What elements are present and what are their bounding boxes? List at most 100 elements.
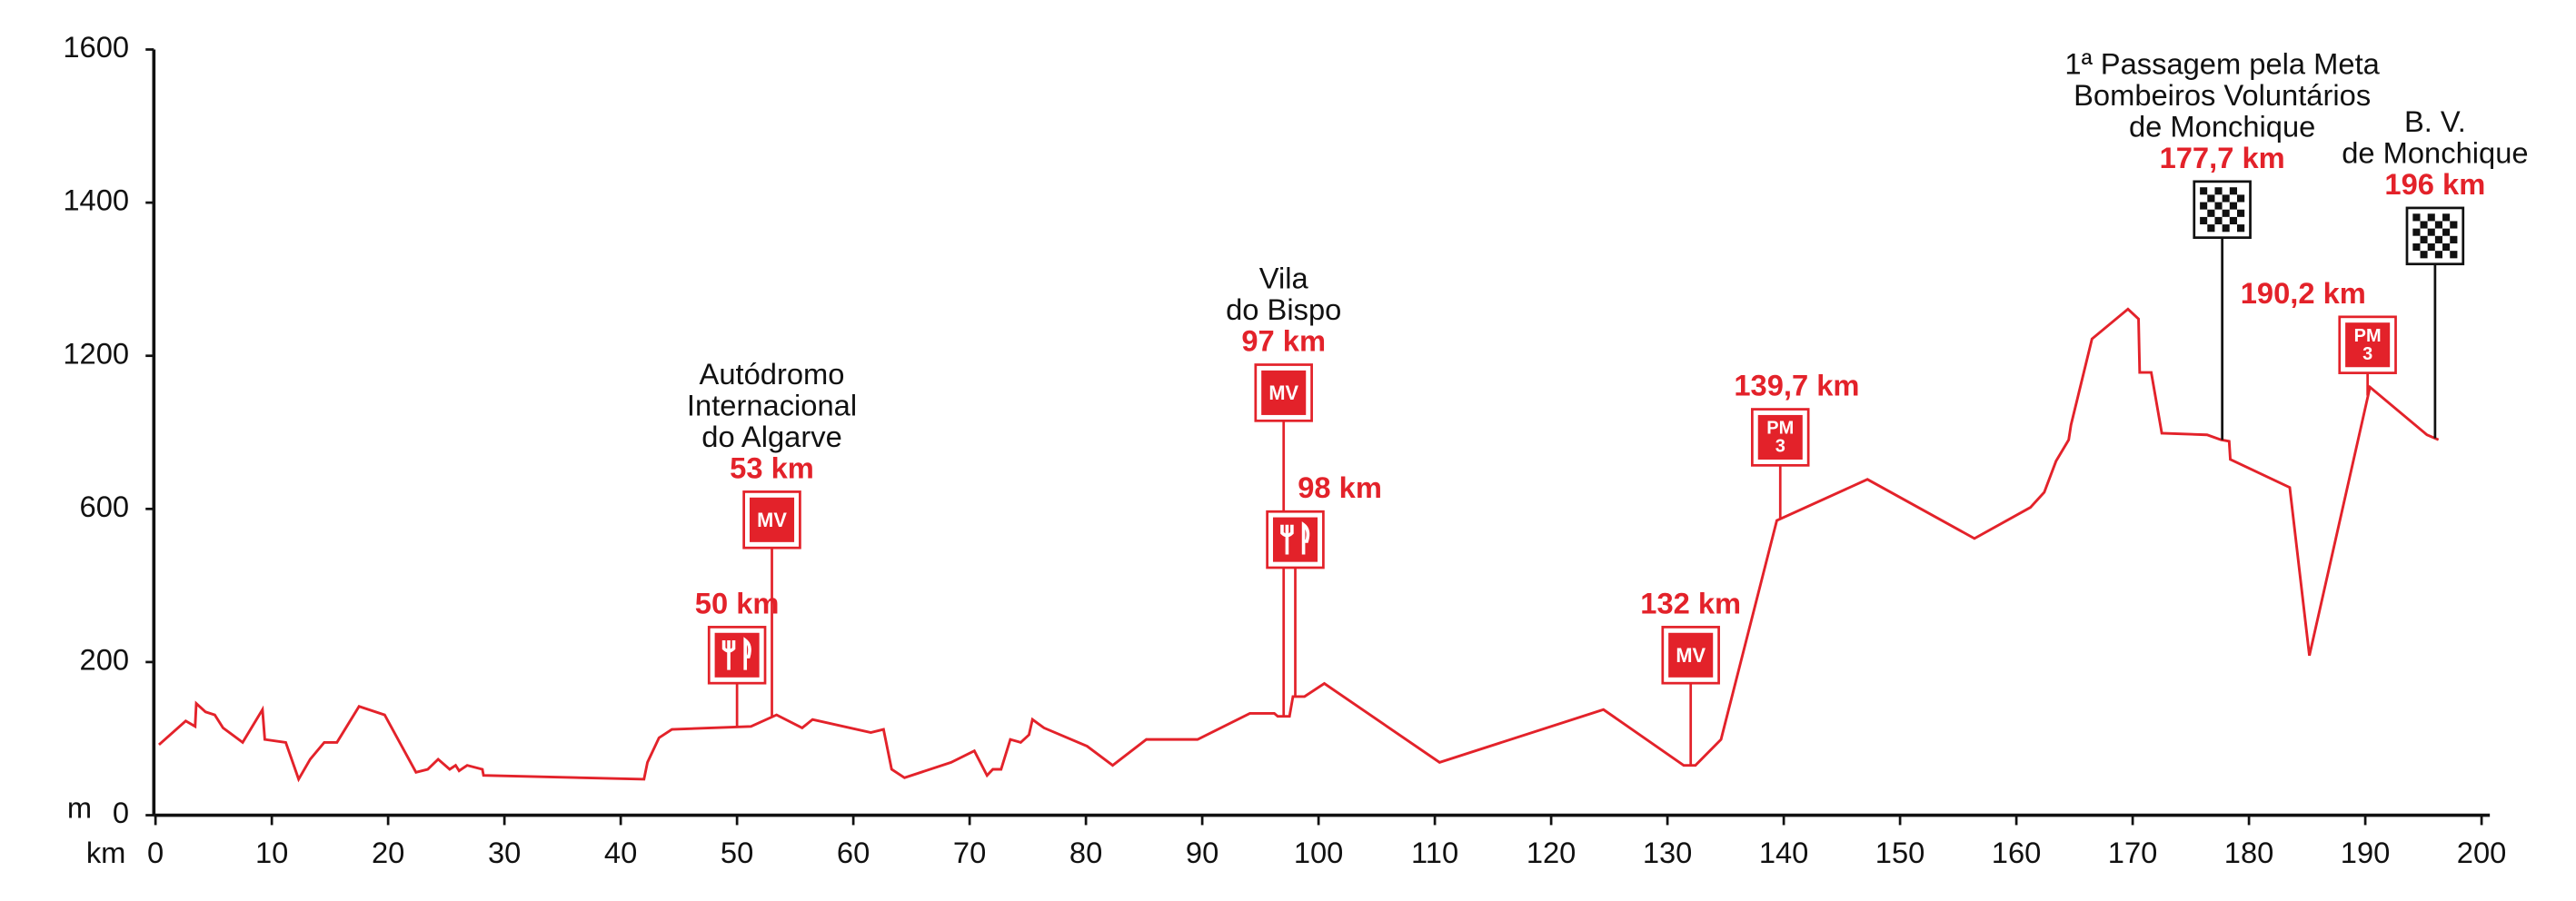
x-tick-label: 90	[1186, 836, 1218, 869]
flag-cell	[2450, 243, 2458, 252]
flag-cell	[2427, 251, 2435, 259]
x-tick-label: 50	[721, 836, 753, 869]
flag-cell	[2214, 224, 2223, 233]
x-tick-label: 80	[1069, 836, 1102, 869]
place-name: Autódromo	[700, 357, 845, 391]
flag-cell	[2237, 202, 2245, 210]
flag-cell	[2442, 251, 2451, 259]
x-tick-label: 110	[1411, 836, 1458, 869]
marker: 50 km	[695, 586, 780, 728]
knife-icon	[743, 637, 751, 670]
marker-label: 98 km	[1298, 470, 1382, 504]
flag-cell	[2427, 235, 2435, 243]
flag-cell	[2412, 221, 2421, 229]
x-axis-label: km	[86, 836, 126, 869]
marker-fill	[1272, 517, 1318, 562]
marker-label: 177,7 km	[2160, 141, 2285, 174]
flag-cell	[2442, 235, 2451, 243]
flag-cell	[2450, 251, 2458, 259]
x-tick-label: 190	[2341, 836, 2391, 869]
flag-cell	[2450, 235, 2458, 243]
place-name: B. V.	[2404, 104, 2466, 138]
flag-cell	[2229, 209, 2238, 217]
flag-cell	[2237, 224, 2245, 233]
x-tick-label: 200	[2457, 836, 2507, 869]
marker-label: 196 km	[2384, 167, 2485, 201]
y-tick-label: 200	[80, 643, 130, 677]
flag-cell	[2214, 187, 2223, 195]
flag-cell	[2207, 202, 2215, 210]
flag-cell	[2237, 194, 2245, 203]
y-tick-label: 600	[80, 490, 130, 523]
flag-cell	[2450, 228, 2458, 236]
flag-cell	[2207, 194, 2215, 203]
flag-cell	[2214, 216, 2223, 225]
flag-cell	[2207, 209, 2215, 217]
flag-cell	[2442, 213, 2451, 222]
badge-text: PM	[2354, 326, 2382, 346]
flag-cell	[2229, 194, 2238, 203]
flag-cell	[2434, 235, 2443, 243]
y-tick-label: 1200	[63, 336, 129, 370]
badge-text: 3	[2362, 344, 2372, 364]
flag-cell	[2222, 194, 2230, 203]
place-name: Bombeiros Voluntários	[2074, 78, 2371, 112]
flag-cell	[2229, 216, 2238, 225]
marker: PM3 190,2 km	[2241, 276, 2397, 396]
flag-cell	[2200, 209, 2208, 217]
flag-cell	[2229, 187, 2238, 195]
flag-cell	[2427, 243, 2435, 252]
marker-fill	[2345, 322, 2391, 368]
marker-label: 97 km	[1241, 324, 1326, 358]
fork-icon	[721, 639, 736, 670]
flag-cell	[2412, 235, 2421, 243]
badge-text: 3	[1775, 437, 1785, 457]
badge-text: PM	[1766, 419, 1794, 439]
x-tick-label: 170	[2108, 836, 2158, 869]
flag-cell	[2200, 194, 2208, 203]
x-tick-label: 20	[372, 836, 404, 869]
x-tick-label: 30	[488, 836, 521, 869]
x-tick-label: 120	[1527, 836, 1576, 869]
flag-cell	[2237, 209, 2245, 217]
place-name: Internacional	[687, 388, 857, 421]
flag-cell	[2434, 221, 2443, 229]
place-name: de Monchique	[2342, 135, 2528, 169]
flag-cell	[2442, 228, 2451, 236]
y-tick-label: 1400	[63, 183, 129, 217]
flag-cell	[2207, 216, 2215, 225]
flag-cell	[2222, 224, 2230, 233]
marker-label: 50 km	[695, 586, 780, 619]
flag-cell	[2412, 228, 2421, 236]
marker: 196 km B. V.de Monchique	[2342, 104, 2529, 439]
flag-cell	[2412, 213, 2421, 222]
y-tick-label: 1600	[63, 30, 129, 64]
x-tick-label: 70	[953, 836, 986, 869]
marker-fill	[1261, 370, 1307, 415]
flag-cell	[2200, 202, 2208, 210]
flag-cell	[2434, 228, 2443, 236]
flag-cell	[2442, 221, 2451, 229]
x-tick-label: 40	[604, 836, 637, 869]
x-tick-label: 10	[255, 836, 288, 869]
flag-cell	[2237, 187, 2245, 195]
place-name: 1ª Passagem pela Meta	[2064, 46, 2380, 80]
flag-cell	[2427, 213, 2435, 222]
x-tick-label: 130	[1643, 836, 1693, 869]
flag-cell	[2229, 202, 2238, 210]
flag-cell	[2427, 228, 2435, 236]
flag-cell	[2427, 221, 2435, 229]
x-tick-label: 180	[2224, 836, 2274, 869]
flag-cell	[2214, 194, 2223, 203]
flag-cell	[2200, 216, 2208, 225]
flag-cell	[2434, 243, 2443, 252]
flag-cell	[2214, 209, 2223, 217]
flag-cell	[2229, 224, 2238, 233]
marker-label: 53 km	[730, 450, 814, 484]
flag-cell	[2420, 243, 2428, 252]
x-tick-label: 0	[147, 836, 164, 869]
marker-fill	[749, 497, 795, 542]
